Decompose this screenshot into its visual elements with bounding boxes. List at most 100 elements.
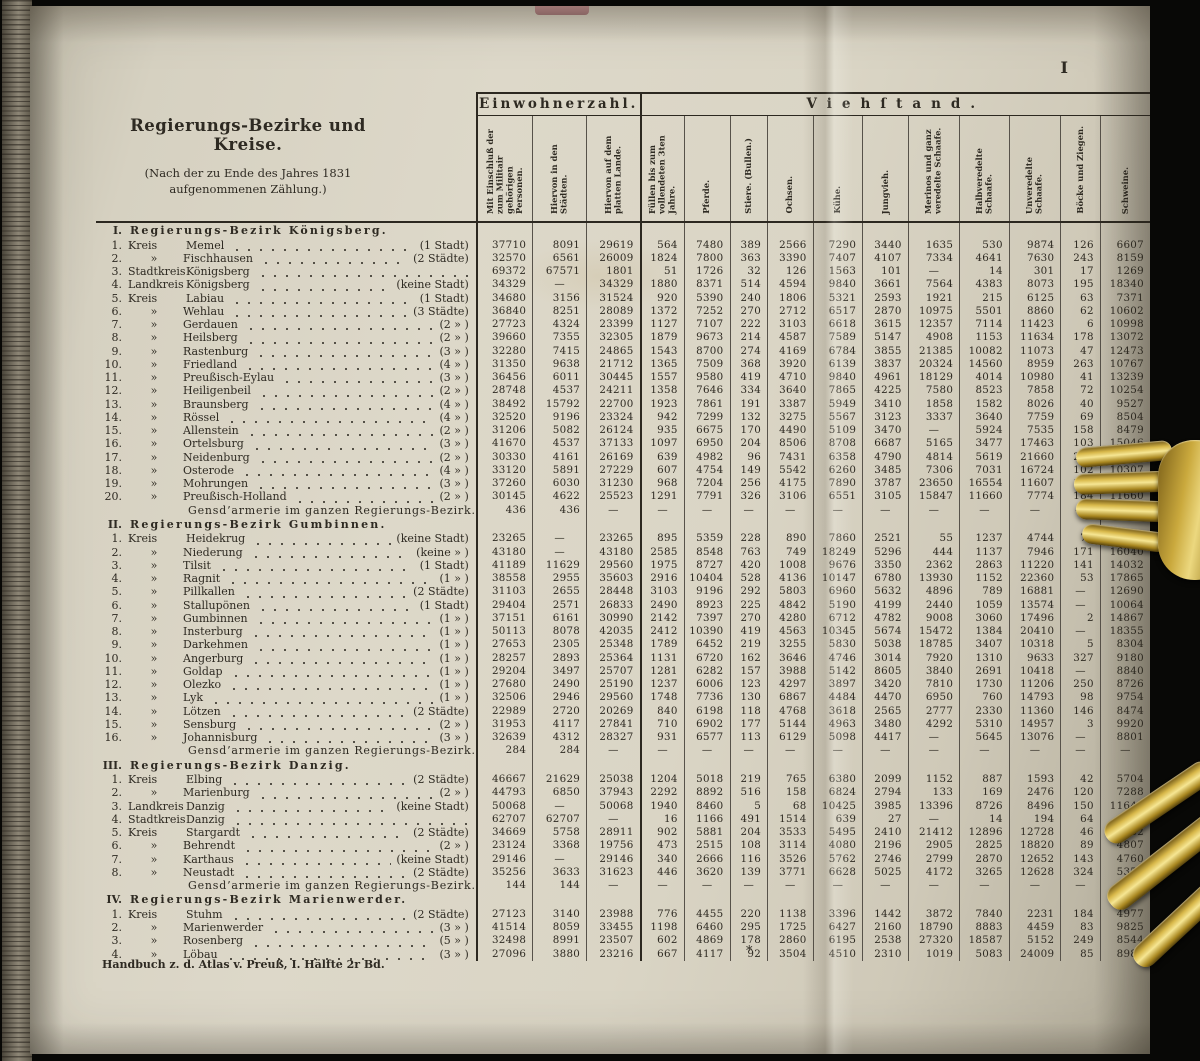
table-row: 8. » Heilsberg (2 » ) 39660 7355 32305 1879 9673… <box>96 331 1150 345</box>
table-cell: 4459 <box>1008 921 1061 935</box>
table-row: 6. » Behrendt (2 » ) 23124 3368 19756 473 2515 10… <box>96 839 1150 853</box>
row-prefix: Kreis <box>128 826 158 839</box>
table-cell: 14560 <box>959 357 1010 371</box>
row-label-layout: 4. Stadtkreis Danzig <box>96 813 476 826</box>
table-cell: 26124 <box>586 424 641 438</box>
table-row: 1. Kreis Heidekrug (keine Stadt) 23265—23265… <box>96 532 1150 546</box>
table-cell: 1879 <box>639 331 685 345</box>
table-cell: 7920 <box>907 651 960 665</box>
table-cell: — <box>639 879 685 893</box>
table-cell: 4842 <box>767 598 814 612</box>
table-cell: — <box>586 503 641 517</box>
table-cell: 840 <box>639 704 685 718</box>
table-cell: 8506 <box>767 437 814 451</box>
table-cell: 7589 <box>812 331 863 345</box>
table-cell: 789 <box>959 585 1010 599</box>
table-cell: 8371 <box>683 278 731 292</box>
row-prefix: Kreis <box>128 907 158 921</box>
table-cell: 10980 <box>1008 371 1061 385</box>
row-label: 2. » Fischhausen (2 Städte) <box>96 252 477 265</box>
table-cell: 29560 <box>586 691 641 705</box>
table-cell: 7397 <box>683 611 731 625</box>
table-cell: 1152 <box>959 572 1010 586</box>
table-cell: 113 <box>729 731 768 745</box>
row-label: 18. » Osterode (4 » ) <box>96 464 477 477</box>
table-cell: 25364 <box>586 651 641 665</box>
table-cell <box>1008 757 1061 773</box>
table-cell <box>729 516 768 533</box>
table-cell: 1198 <box>639 921 685 935</box>
row-label: 11. » Goldap (1 » ) <box>96 665 477 678</box>
table-cell <box>1099 757 1150 773</box>
row-label: 12. » Olezko (1 » ) <box>96 678 477 692</box>
table-cell: — <box>812 503 863 517</box>
table-cell: 935 <box>639 424 685 438</box>
table-cell: 1138 <box>767 907 814 921</box>
row-number: 3. <box>111 265 123 278</box>
table-cell: 5803 <box>767 585 814 599</box>
table-cell: 7509 <box>683 357 731 371</box>
table-cell: 2410 <box>862 826 909 840</box>
table-cell: 5704 <box>1099 773 1150 787</box>
table-cell: 4225 <box>862 384 909 398</box>
kreis-name: Tilsit <box>183 558 211 572</box>
table-row: 13. » Braunsberg (4 » ) 38492 15792 22700 1923 7… <box>96 397 1150 411</box>
table-cell: 18790 <box>907 921 960 935</box>
leader-dots <box>270 924 435 935</box>
leader-dots <box>229 911 409 921</box>
kreis-name: Karthaus <box>183 852 234 866</box>
table-cell: 31623 <box>586 865 641 879</box>
row-label-layout: 3. Landkreis Danzig (keine Stadt) <box>96 800 476 813</box>
table-cell: 12690 <box>1099 585 1150 599</box>
table-cell: 178 <box>729 934 768 948</box>
row-number: 1. <box>111 773 123 786</box>
table-row: 7. » Gumbinnen (1 » ) 37151 6161 30990 2142 7397… <box>96 611 1150 625</box>
table-cell: 177 <box>729 717 768 731</box>
table-cell: 3620 <box>683 865 731 879</box>
table-cell: 4768 <box>767 704 814 718</box>
table-cell: 20410 <box>1008 625 1061 639</box>
table-cell: 43180 <box>586 545 641 559</box>
table-cell: 38492 <box>475 397 533 411</box>
table-cell: 7840 <box>959 907 1010 921</box>
table-cell: 444 <box>907 545 960 559</box>
row-prefix: » <box>150 318 158 331</box>
row-label-layout: 2. » Niederung (keine » ) <box>96 546 476 559</box>
clasp-palm <box>1158 440 1200 580</box>
table-cell: 7334 <box>907 251 960 265</box>
table-cell <box>812 757 863 773</box>
table-cell: 32520 <box>475 410 533 424</box>
table-cell: 9754 <box>1099 691 1150 705</box>
table-cell: 1748 <box>639 691 685 705</box>
row-label: 4. » Ragnit (1 » ) <box>96 572 477 586</box>
row-number: 3. <box>111 558 123 572</box>
table-cell: 184 <box>1060 907 1101 921</box>
row-number: 13. <box>104 691 123 705</box>
kreis-name: Königsberg <box>186 278 250 292</box>
table-cell: 2746 <box>862 852 909 866</box>
table-cell: 2870 <box>959 852 1010 866</box>
table-cell: 301 <box>1008 265 1061 279</box>
table-cell: 5109 <box>812 424 863 438</box>
table-cell: 141 <box>1060 558 1101 572</box>
footer-text: Handbuch z. d. Atlas v. Preuß, I. Hälfte… <box>102 958 385 971</box>
row-prefix: » <box>150 852 158 866</box>
leader-dots <box>245 427 435 438</box>
table-cell: 602 <box>639 934 685 948</box>
table-row: 16.» Johannisburg (3 » ) 32639 4312 28327 931 6… <box>96 731 1150 745</box>
table-cell: 2476 <box>1008 786 1061 800</box>
table-cell: 3410 <box>862 397 909 411</box>
city-count: (1 » ) <box>439 611 469 625</box>
table-cell: 10064 <box>1099 598 1150 612</box>
table-cell: 5891 <box>532 463 587 477</box>
row-prefix: » <box>150 865 158 879</box>
table-cell: 2905 <box>907 839 960 853</box>
column-header: Pferde. <box>683 115 731 223</box>
table-cell: 8078 <box>532 625 587 639</box>
table-row: 7. » Gerdauen (2 » ) 27723 4324 23399 1127 7107 2… <box>96 318 1150 332</box>
table-cell: 30330 <box>475 450 533 464</box>
column-header: Stiere. (Bullen.) <box>729 115 768 223</box>
column-header-label: Jungvieh. <box>879 169 890 214</box>
table-cell: — <box>1008 879 1061 893</box>
leader-dots <box>264 734 435 745</box>
